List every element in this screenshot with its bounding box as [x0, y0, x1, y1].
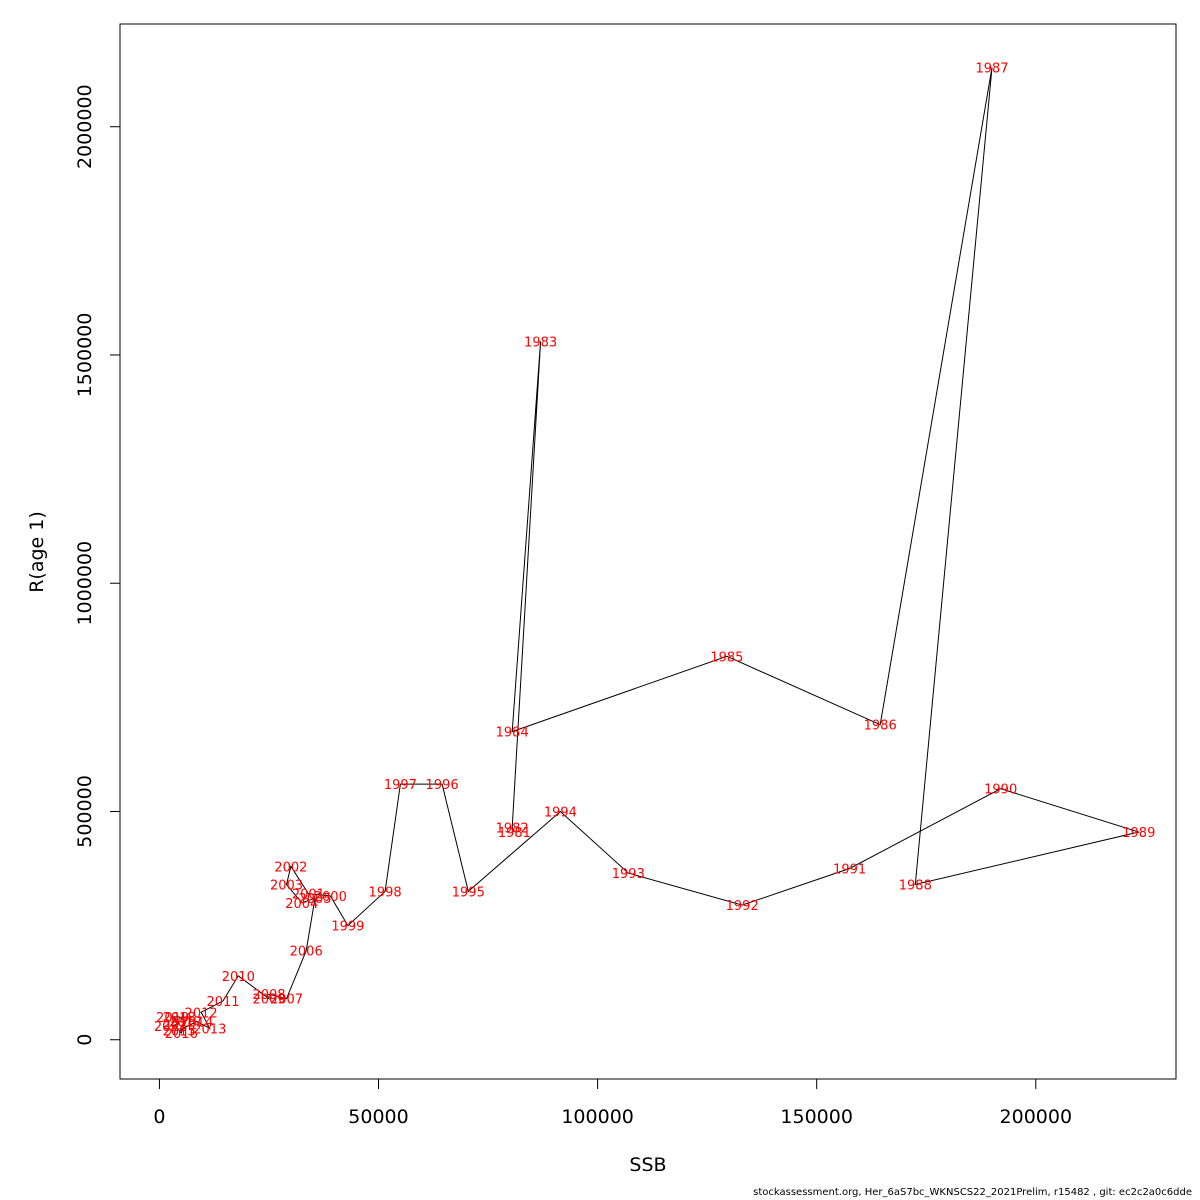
year-label-1982: 1982	[496, 822, 529, 837]
year-label-1985: 1985	[710, 650, 743, 665]
year-label-2021: 2021	[154, 1020, 187, 1035]
year-label-2019: 2019	[156, 1011, 189, 1026]
x-axis: 0 50000 100000 150000 200000	[153, 1078, 1073, 1128]
year-label-2002: 2002	[274, 860, 307, 875]
year-label-2009: 2009	[252, 993, 285, 1008]
y-tick-label: 1500000	[74, 313, 96, 398]
year-label-1989: 1989	[1122, 826, 1155, 841]
year-label-2018: 2018	[163, 1011, 196, 1026]
year-label-1988: 1988	[899, 879, 932, 894]
x-tick-label: 150000	[780, 1106, 853, 1128]
x-tick-label: 50000	[348, 1106, 408, 1128]
year-label-1998: 1998	[369, 885, 402, 900]
year-label-1996: 1996	[426, 778, 459, 793]
year-label-1994: 1994	[544, 806, 577, 821]
year-label-2011: 2011	[206, 995, 239, 1010]
year-label-2004: 2004	[285, 897, 318, 912]
year-label-2006: 2006	[290, 945, 323, 960]
year-label-2008: 2008	[252, 988, 285, 1003]
year-label-1992: 1992	[726, 899, 759, 914]
year-label-2014: 2014	[180, 1016, 213, 1031]
year-label-2010: 2010	[222, 970, 255, 985]
year-label-2017: 2017	[169, 1016, 202, 1031]
y-axis-title: R(age 1)	[26, 511, 48, 593]
year-label-1999: 1999	[331, 920, 364, 935]
year-label-1983: 1983	[524, 335, 557, 350]
year-label-2000: 2000	[314, 890, 347, 905]
year-label-1981: 1981	[498, 826, 531, 841]
year-label-2005: 2005	[298, 892, 331, 907]
year-label-1984: 1984	[496, 726, 529, 741]
year-label-1993: 1993	[612, 867, 645, 882]
footer-credit: stockassessment.org, Her_6aS7bc_WKNSCS22…	[753, 1187, 1192, 1198]
x-tick-label: 200000	[1000, 1106, 1073, 1128]
year-label-2016: 2016	[165, 1027, 198, 1042]
x-axis-title: SSB	[629, 1154, 666, 1176]
y-axis: 0 500000 1000000 1500000 2000000	[74, 84, 121, 1046]
year-label-1991: 1991	[833, 863, 866, 878]
plot-frame	[119, 23, 1177, 1080]
year-label-1990: 1990	[984, 783, 1017, 798]
year-label-1987: 1987	[975, 61, 1008, 76]
y-tick-label: 500000	[74, 775, 96, 848]
x-tick-label: 100000	[561, 1106, 634, 1128]
x-tick-label: 0	[153, 1106, 165, 1128]
year-label-2007: 2007	[270, 993, 303, 1008]
y-tick-label: 1000000	[74, 541, 96, 626]
year-label-1986: 1986	[864, 719, 897, 734]
year-label-2013: 2013	[193, 1022, 226, 1037]
year-label-2003: 2003	[270, 879, 303, 894]
year-label-1995: 1995	[452, 885, 485, 900]
ssb-recruitment-line	[170, 67, 1141, 1034]
y-tick-label: 0	[74, 1034, 96, 1046]
y-tick-label: 2000000	[74, 84, 96, 169]
year-label-1997: 1997	[384, 778, 417, 793]
year-label-2015: 2015	[163, 1025, 196, 1040]
year-label-2012: 2012	[185, 1006, 218, 1021]
year-label-2001: 2001	[292, 888, 325, 903]
year-label-2020: 2020	[163, 1018, 196, 1033]
